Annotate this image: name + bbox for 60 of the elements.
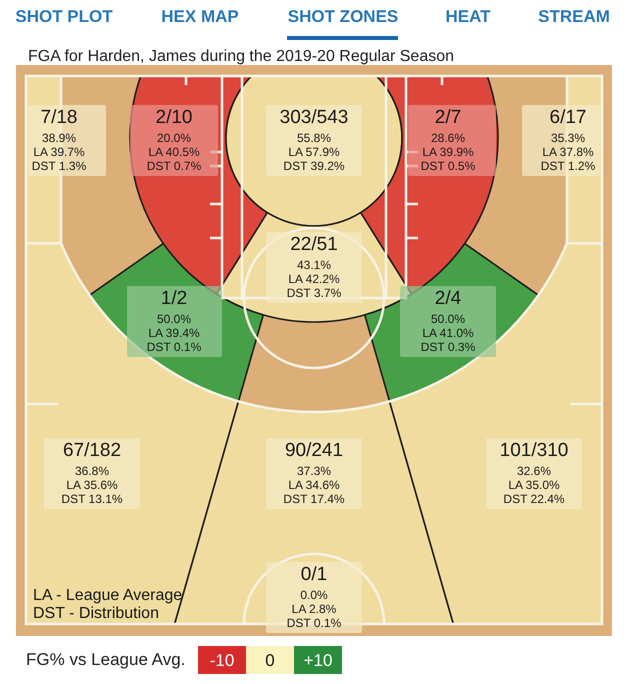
data-label: 43.1% bbox=[296, 258, 332, 272]
text: 2/4 bbox=[434, 288, 462, 309]
text: LA 57.9% bbox=[288, 145, 340, 159]
text: FGA for Harden, James during the 2019-20 Regular Season bbox=[28, 48, 454, 65]
text: DST 0.5% bbox=[420, 159, 476, 173]
text: 0/1 bbox=[300, 564, 328, 585]
text: LA 39.4% bbox=[148, 326, 200, 340]
text: DST 0.7% bbox=[146, 159, 202, 173]
text: LA 35.0% bbox=[508, 478, 560, 492]
text: STREAM bbox=[538, 7, 610, 26]
data-label: 55.8% bbox=[296, 131, 332, 145]
text: LA 35.6% bbox=[66, 478, 118, 492]
text: 67/182 bbox=[62, 440, 122, 461]
data-label: 20.0% bbox=[156, 131, 192, 145]
data-label: 35.3% bbox=[550, 131, 586, 145]
text: 0 bbox=[265, 651, 275, 670]
color-bar-title: FG% vs League Avg. bbox=[26, 650, 186, 669]
text: LA 42.2% bbox=[288, 272, 340, 286]
text: SHOT ZONES bbox=[288, 7, 398, 26]
text: +10 bbox=[304, 651, 332, 670]
text: DST 17.4% bbox=[283, 492, 345, 506]
text: LA 2.8% bbox=[292, 602, 337, 616]
data-label: 32.6% bbox=[516, 464, 552, 478]
data-label: 38.9% bbox=[42, 131, 76, 145]
text: 6/17 bbox=[550, 107, 586, 128]
data-label: 50.0% bbox=[430, 312, 466, 326]
text: 1/2 bbox=[160, 288, 188, 309]
text: HEAT bbox=[445, 7, 492, 26]
text: DST 0.1% bbox=[146, 340, 202, 354]
text: LA 39.9% bbox=[422, 145, 474, 159]
data-label: 36.8% bbox=[74, 464, 110, 478]
text: SHOT PLOT bbox=[15, 7, 114, 26]
text: -10 bbox=[210, 651, 234, 670]
text: DST 39.2% bbox=[283, 159, 345, 173]
text: 303/543 bbox=[280, 107, 348, 128]
data-label: 37.3% bbox=[296, 464, 332, 478]
data-label: 0.0% bbox=[300, 588, 328, 602]
text: LA 34.6% bbox=[288, 478, 340, 492]
text: DST 13.1% bbox=[61, 492, 123, 506]
text: DST 1.3% bbox=[32, 159, 87, 173]
text: DST 0.1% bbox=[286, 616, 342, 630]
text: DST 0.3% bbox=[420, 340, 476, 354]
text: LA - League Average bbox=[33, 587, 182, 604]
text: LA 39.7% bbox=[33, 145, 86, 159]
text: DST 3.7% bbox=[286, 286, 342, 300]
text: HEX MAP bbox=[161, 7, 239, 26]
text: 101/310 bbox=[500, 440, 568, 461]
text: DST - Distribution bbox=[33, 605, 159, 622]
data-label: 28.6% bbox=[430, 131, 466, 145]
text: 2/7 bbox=[434, 107, 462, 128]
text: LA 41.0% bbox=[422, 326, 474, 340]
data-label: 50.0% bbox=[156, 312, 192, 326]
text: LA 37.8% bbox=[542, 145, 594, 159]
text: 7/18 bbox=[40, 107, 78, 128]
text: DST 1.2% bbox=[540, 159, 596, 173]
text: LA 40.5% bbox=[148, 145, 200, 159]
text: 22/51 bbox=[290, 234, 338, 255]
text: DST 22.4% bbox=[503, 492, 565, 506]
text: 90/241 bbox=[284, 440, 344, 461]
text: 2/10 bbox=[156, 107, 192, 128]
